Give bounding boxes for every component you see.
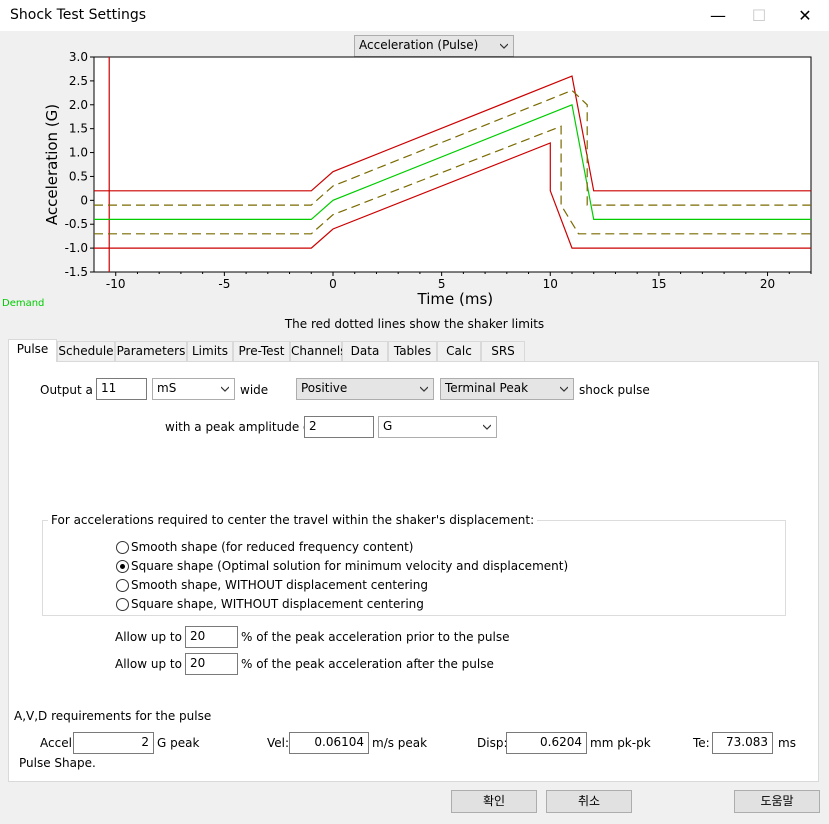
help-button[interactable]: 도움말	[734, 790, 820, 813]
tab-limits[interactable]: Limits	[187, 341, 233, 361]
duration-input[interactable]: 11	[96, 378, 147, 400]
x-tick-label: 10	[543, 277, 558, 291]
y-tick-label: 3.0	[69, 50, 88, 64]
pulse-shape-footer: Pulse Shape.	[19, 756, 96, 770]
maximize-button[interactable]: ☐	[751, 6, 767, 25]
peak-unit-select[interactable]: G	[378, 416, 497, 438]
tab-parameters[interactable]: Parameters	[115, 341, 187, 361]
accel-value: 2	[73, 732, 154, 754]
series-line-2	[94, 142, 811, 249]
radio-square-shape[interactable]	[116, 560, 129, 573]
chart-caption: The red dotted lines show the shaker lim…	[284, 317, 545, 331]
legend-demand: Demand	[2, 298, 44, 309]
disp-unit: mm pk-pk	[590, 736, 651, 750]
polarity-select[interactable]: Positive	[296, 378, 434, 400]
centering-group-title: For accelerations required to center the…	[48, 513, 538, 527]
y-tick-label: 0.5	[69, 169, 88, 183]
output-label: Output a	[40, 383, 93, 397]
after-percent-text: % of the peak acceleration after the pul…	[241, 657, 494, 671]
y-tick-label: -1.0	[65, 241, 88, 255]
avd-title: A,V,D requirements for the pulse	[14, 709, 212, 723]
radio-square-no-centering[interactable]	[116, 598, 129, 611]
te-label: Te:	[693, 736, 710, 750]
x-axis-label: Time (ms)	[417, 290, 494, 308]
series-line-3	[94, 89, 811, 206]
accel-unit: G peak	[157, 736, 200, 750]
y-tick-label: -0.5	[65, 217, 88, 231]
tab-data[interactable]: Data	[342, 341, 388, 361]
cancel-button[interactable]: 취소	[546, 790, 632, 813]
tab-calc[interactable]: Calc	[437, 341, 481, 361]
chevron-down-icon	[500, 43, 508, 49]
te-unit: ms	[778, 736, 796, 750]
te-value: 73.083	[712, 732, 773, 754]
x-tick-label: 5	[438, 277, 446, 291]
chart-view-selected: Acceleration (Pulse)	[359, 38, 479, 52]
y-tick-label: -1.5	[65, 265, 88, 279]
tab-pulse[interactable]: Pulse	[8, 339, 57, 362]
tab-srs[interactable]: SRS	[481, 341, 525, 361]
window-title: Shock Test Settings	[10, 7, 147, 23]
radio-smooth-no-centering[interactable]	[116, 579, 129, 592]
vel-unit: m/s peak	[372, 736, 428, 750]
radio-square-shape-label[interactable]: Square shape (Optimal solution for minim…	[131, 559, 569, 573]
disp-label: Disp:	[477, 736, 508, 750]
peak-amplitude-label: with a peak amplitude of	[165, 420, 315, 434]
x-tick-label: 20	[760, 277, 775, 291]
tab-channels[interactable]: Channels	[290, 341, 347, 361]
duration-unit-select[interactable]: mS	[152, 378, 235, 400]
radio-smooth-no-centering-label[interactable]: Smooth shape, WITHOUT displacement cente…	[131, 578, 428, 592]
chevron-down-icon	[483, 424, 491, 430]
peak-amplitude-input[interactable]: 2	[304, 416, 374, 438]
pulse-shape-value: Terminal Peak	[445, 381, 529, 395]
ok-button[interactable]: 확인	[451, 790, 537, 813]
prior-percent-text: % of the peak acceleration prior to the …	[241, 630, 510, 644]
series-line-0	[94, 103, 811, 220]
series-line-4	[94, 125, 811, 235]
x-tick-label: 0	[329, 277, 337, 291]
x-tick-label: -10	[106, 277, 126, 291]
series-line-1	[94, 75, 811, 192]
acceleration-chart: 3.0 2.5 2.0 1.5 1.0 0.5 0 -0.5 -1.0 -1.5 -10 -5 0 5 10…	[43, 50, 812, 308]
polarity-value: Positive	[301, 381, 348, 395]
shock-pulse-label: shock pulse	[579, 383, 650, 397]
plot-area	[93, 56, 812, 273]
radio-smooth-shape[interactable]	[116, 541, 129, 554]
pulse-shape-select[interactable]: Terminal Peak	[440, 378, 574, 400]
radio-square-no-centering-label[interactable]: Square shape, WITHOUT displacement cente…	[131, 597, 424, 611]
peak-unit-value: G	[383, 419, 393, 433]
accel-label: Accel:	[40, 736, 76, 750]
y-tick-label: 2.0	[69, 98, 88, 112]
minimize-button[interactable]: —	[710, 6, 726, 25]
x-tick-label: 15	[651, 277, 666, 291]
tab-tables[interactable]: Tables	[388, 341, 437, 361]
title-bar: Shock Test Settings — ☐ ✕	[0, 0, 829, 31]
after-percent-input[interactable]: 20	[185, 653, 238, 675]
vel-value: 0.06104	[289, 732, 369, 754]
x-tick-label: -5	[218, 277, 230, 291]
y-tick-label: 2.5	[69, 74, 88, 88]
chevron-down-icon	[420, 386, 428, 392]
tab-pre-test[interactable]: Pre-Test	[233, 341, 290, 361]
prior-percent-input[interactable]: 20	[185, 626, 238, 648]
allow-after-label: Allow up to	[115, 657, 182, 671]
close-button[interactable]: ✕	[798, 6, 812, 25]
chevron-down-icon	[221, 386, 229, 392]
wide-label: wide	[240, 383, 269, 397]
y-tick-label: 1.5	[69, 122, 88, 136]
duration-unit-value: mS	[157, 381, 177, 395]
radio-smooth-shape-label[interactable]: Smooth shape (for reduced frequency cont…	[131, 540, 414, 554]
disp-value: 0.6204	[506, 732, 587, 754]
allow-prior-label: Allow up to	[115, 630, 182, 644]
vel-label: Vel:	[267, 736, 290, 750]
y-axis-label: Acceleration (G)	[43, 104, 61, 225]
legend-demand-label: Demand	[2, 298, 45, 309]
y-tick-label: 0	[80, 193, 88, 207]
chevron-down-icon	[560, 386, 568, 392]
tab-schedule[interactable]: Schedule	[57, 341, 115, 361]
y-tick-label: 1.0	[69, 146, 88, 160]
